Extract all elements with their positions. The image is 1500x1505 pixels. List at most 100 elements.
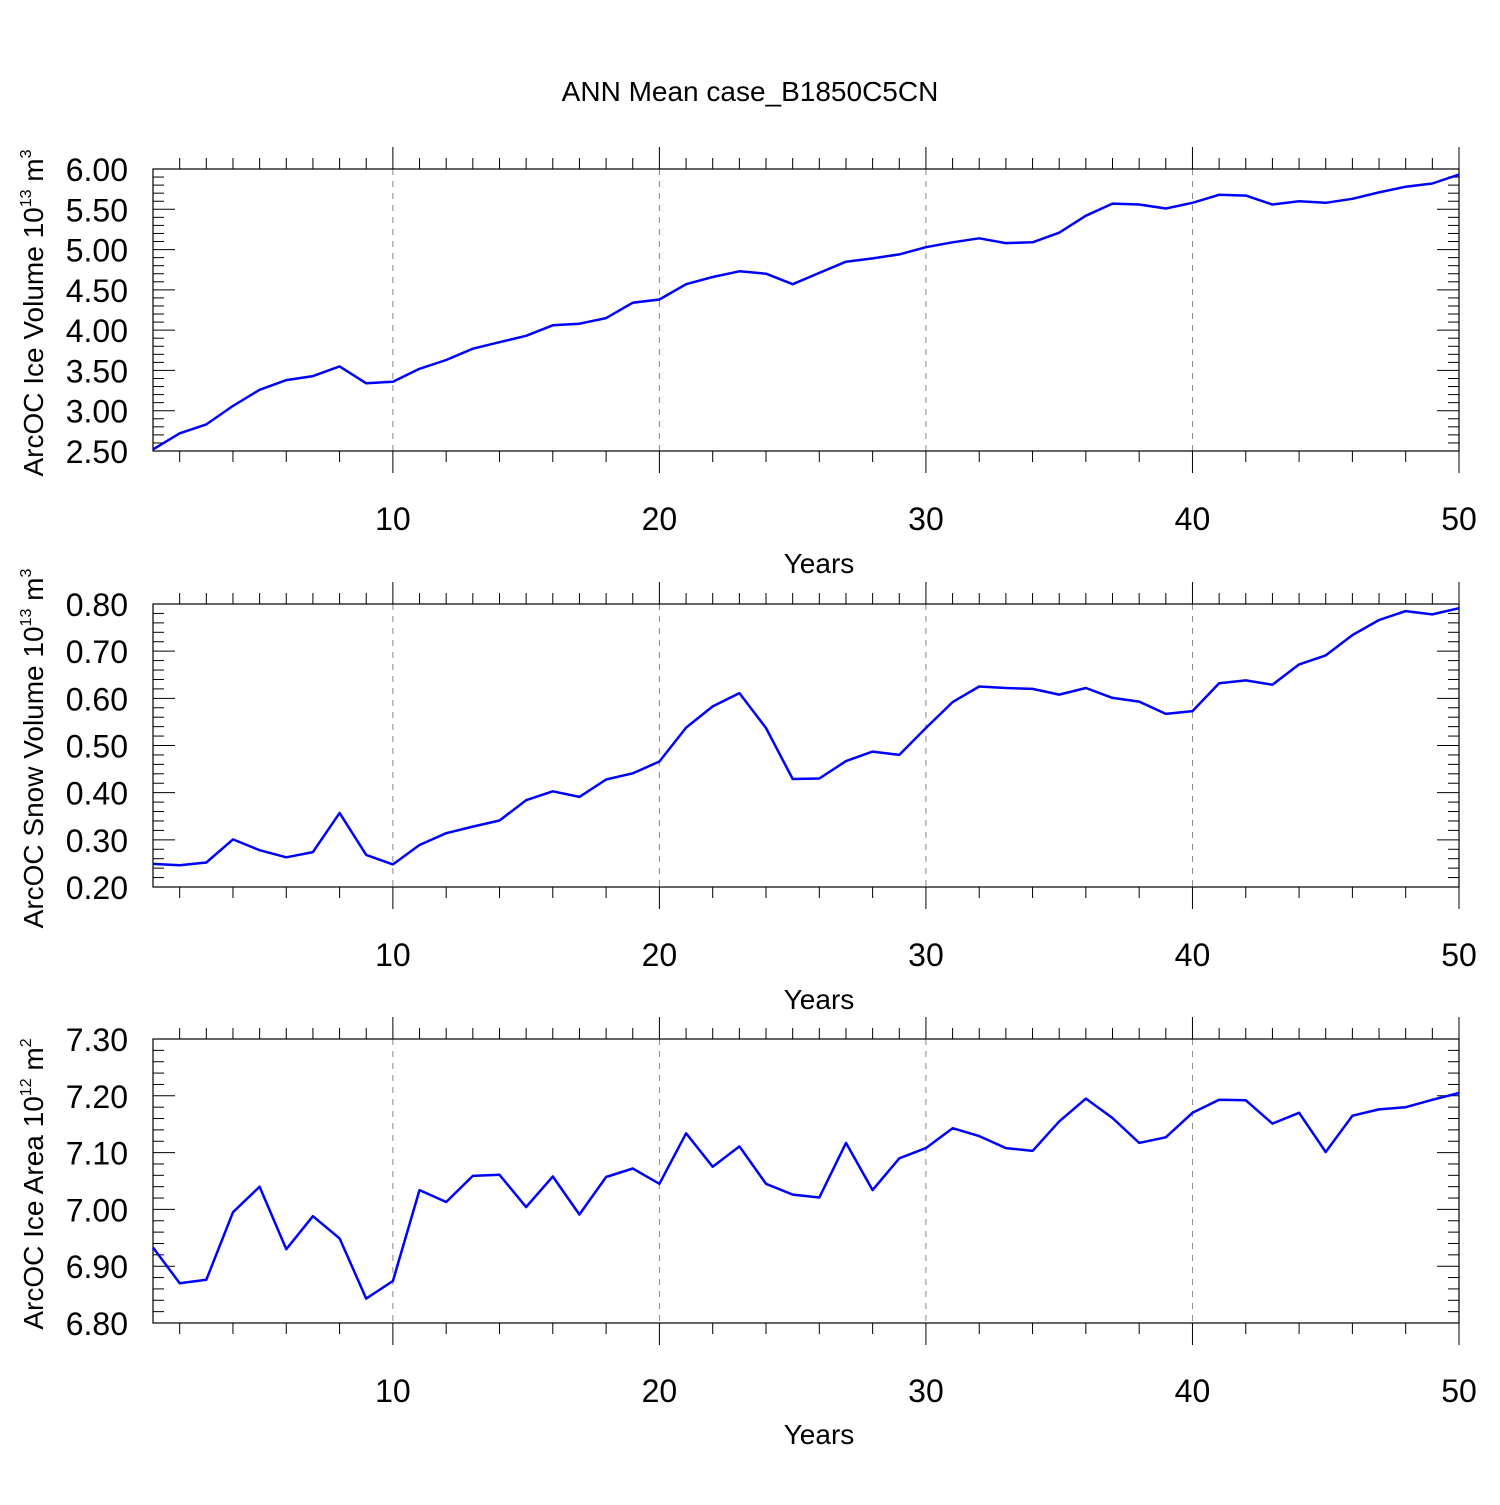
y-tick-label: 0.20 — [66, 870, 128, 906]
data-point — [1245, 679, 1247, 681]
data-point — [818, 272, 820, 274]
data-point — [1058, 1120, 1060, 1122]
data-point — [765, 1183, 767, 1185]
plot-frame — [152, 1038, 1460, 1324]
data-point — [871, 1189, 873, 1191]
data-point — [978, 237, 980, 239]
data-point — [338, 1237, 340, 1239]
data-point — [1458, 1092, 1460, 1094]
chart-panel-1: 2.50 3.00 3.50 4.00 4.50 5.00 5.50 6.00 10 20 30 40… — [18, 147, 1477, 579]
data-point — [472, 347, 474, 349]
y-axis-label-exponent: 13 — [18, 609, 35, 627]
data-point — [685, 1132, 687, 1134]
y-tick-label: 2.50 — [66, 434, 128, 470]
data-point — [1271, 1122, 1273, 1124]
data-point — [1378, 191, 1380, 193]
data-point — [338, 365, 340, 367]
data-point — [205, 861, 207, 863]
data-point — [445, 359, 447, 361]
data-point — [685, 726, 687, 728]
data-point — [1404, 1106, 1406, 1108]
data-point — [605, 317, 607, 319]
y-axis-label-unit-exponent: 2 — [18, 1038, 35, 1047]
x-tick-label: 10 — [375, 501, 411, 537]
x-tick-label: 50 — [1441, 501, 1477, 537]
data-point — [1298, 1112, 1300, 1114]
data-point — [392, 381, 394, 383]
data-point — [791, 1193, 793, 1195]
data-point — [925, 246, 927, 248]
data-point — [1351, 198, 1353, 200]
data-point — [1271, 203, 1273, 205]
data-point — [1138, 1142, 1140, 1144]
data-point — [1431, 613, 1433, 615]
data-point — [1058, 231, 1060, 233]
data-point — [498, 819, 500, 821]
y-axis-label: ArcOC Snow Volume 1013 m3 — [18, 569, 49, 929]
data-point — [312, 375, 314, 377]
data-point — [1031, 1150, 1033, 1152]
data-point — [658, 1183, 660, 1185]
chart-title: ANN Mean case_B1850C5CN — [562, 76, 939, 107]
data-point — [1111, 1117, 1113, 1119]
data-point — [152, 448, 154, 450]
data-point — [1378, 619, 1380, 621]
data-point — [1191, 1112, 1193, 1114]
data-point — [312, 1215, 314, 1217]
x-tick-label: 30 — [908, 1373, 944, 1409]
data-point — [365, 382, 367, 384]
data-point — [765, 273, 767, 275]
x-tick-label: 30 — [908, 501, 944, 537]
data-point — [1138, 203, 1140, 205]
data-point — [1245, 194, 1247, 196]
data-point — [1298, 200, 1300, 202]
y-axis-label-main: ArcOC Snow Volume 10 — [18, 626, 49, 928]
data-point — [232, 405, 234, 407]
x-tick-label: 20 — [642, 937, 678, 973]
data-point — [1005, 1147, 1007, 1149]
data-point — [1325, 1151, 1327, 1153]
data-point — [1298, 663, 1300, 665]
data-point — [738, 692, 740, 694]
data-point — [285, 1248, 287, 1250]
data-point — [605, 1176, 607, 1178]
data-point — [232, 838, 234, 840]
data-point — [765, 727, 767, 729]
chart-panel-2: 0.20 0.30 0.40 0.50 0.60 0.70 0.80 10 20 30 40 50 Ye… — [18, 569, 1477, 1015]
data-point — [1245, 1099, 1247, 1101]
data-point — [312, 851, 314, 853]
data-point — [498, 1174, 500, 1176]
y-axis-label-unit-exponent: 3 — [18, 149, 35, 158]
y-tick-label: 0.60 — [66, 681, 128, 717]
y-tick-label: 7.10 — [66, 1136, 128, 1172]
data-point — [1085, 687, 1087, 689]
data-point — [392, 863, 394, 865]
y-tick-label: 0.80 — [66, 587, 128, 623]
data-point — [1378, 1108, 1380, 1110]
y-axis-label-main: ArcOC Ice Area 10 — [18, 1096, 49, 1329]
y-tick-label: 7.20 — [66, 1079, 128, 1115]
data-point — [738, 270, 740, 272]
data-point — [525, 335, 527, 337]
y-tick-label: 7.30 — [66, 1022, 128, 1058]
data-point — [1058, 693, 1060, 695]
data-point — [1404, 186, 1406, 188]
data-point — [845, 1142, 847, 1144]
y-tick-label: 0.30 — [66, 823, 128, 859]
data-point — [1325, 654, 1327, 656]
data-point — [818, 1196, 820, 1198]
data-point — [978, 1135, 980, 1137]
y-tick-label: 0.70 — [66, 634, 128, 670]
data-point — [1218, 1099, 1220, 1101]
data-point — [1218, 194, 1220, 196]
data-point — [365, 854, 367, 856]
data-point — [418, 1189, 420, 1191]
data-point — [552, 324, 554, 326]
y-axis-label: ArcOC Ice Area 1012 m2 — [18, 1038, 49, 1329]
data-point — [871, 750, 873, 752]
data-point — [418, 844, 420, 846]
series-line — [152, 606, 1460, 867]
data-point — [605, 778, 607, 780]
data-point — [472, 825, 474, 827]
